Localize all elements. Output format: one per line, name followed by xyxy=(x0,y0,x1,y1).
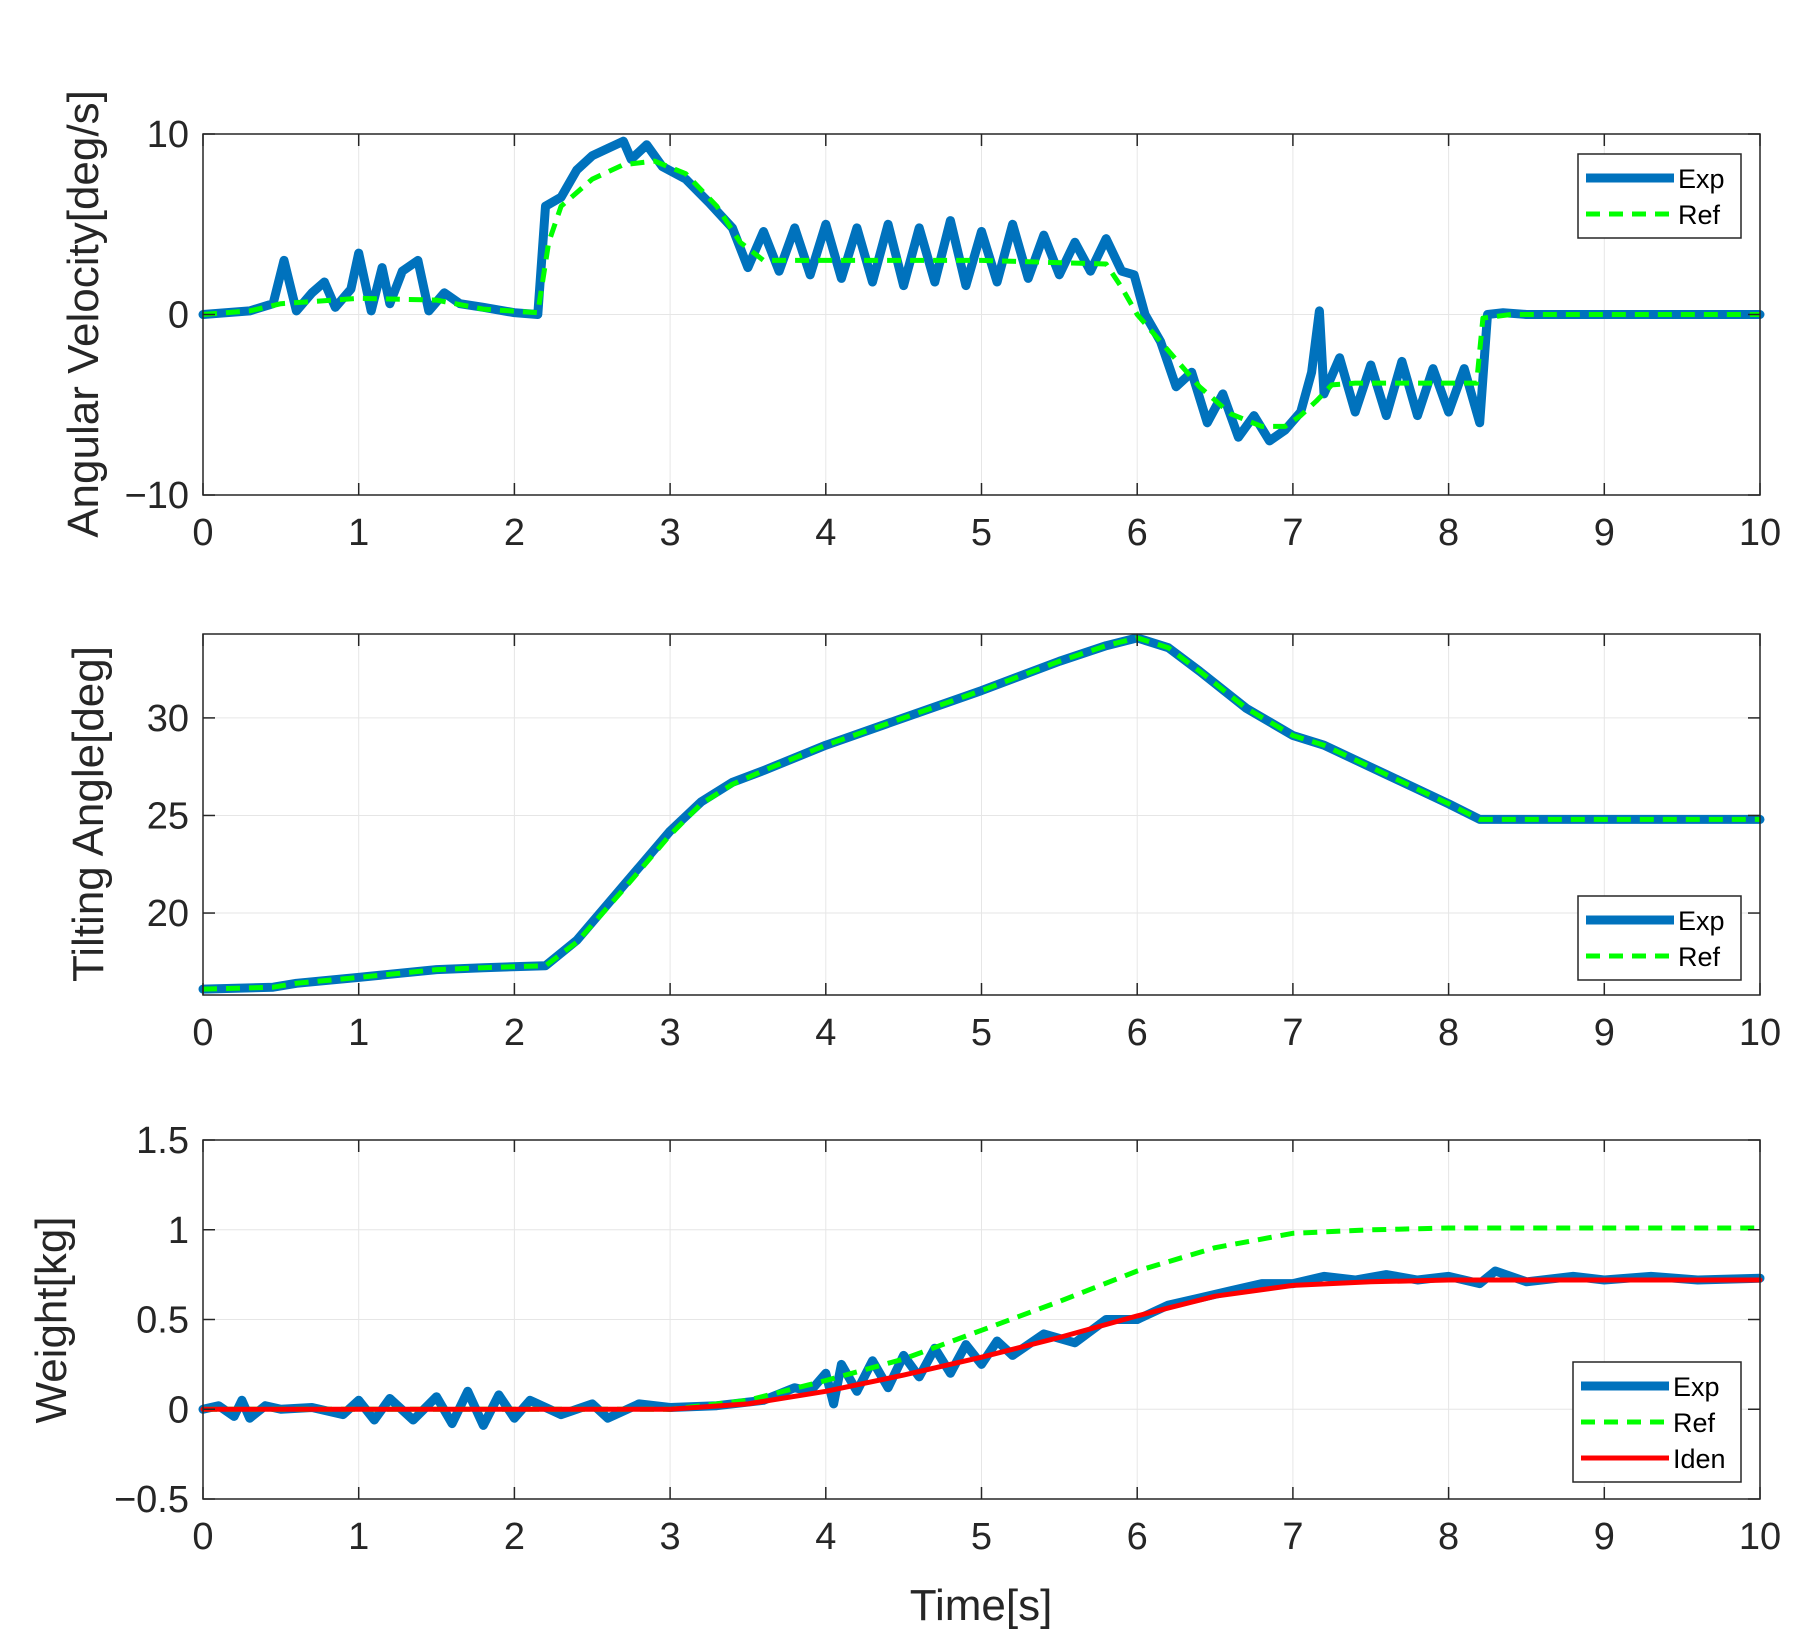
legend-label-exp: Exp xyxy=(1673,1372,1720,1402)
y-tick-label: −0.5 xyxy=(114,1479,189,1521)
ticks: 0 1 2 3 4 5 6 7 8 9 10 20 25 30 xyxy=(147,634,1781,1054)
x-tick-label: 6 xyxy=(1127,1516,1148,1558)
legend-label-exp: Exp xyxy=(1678,164,1725,194)
legend: Exp Ref xyxy=(1577,895,1742,981)
y-tick-label: −10 xyxy=(125,475,189,517)
x-tick-label: 10 xyxy=(1739,512,1781,554)
legend: Exp Ref Iden xyxy=(1572,1361,1742,1483)
x-tick-label: 2 xyxy=(504,512,525,554)
legend: Exp Ref xyxy=(1577,153,1742,239)
y-tick-label: 0 xyxy=(168,295,189,337)
x-tick-label: 9 xyxy=(1594,512,1615,554)
x-tick-label: 4 xyxy=(815,1012,836,1054)
x-tick-label: 3 xyxy=(660,512,681,554)
x-tick-label: 0 xyxy=(192,1012,213,1054)
series-iden-line xyxy=(200,1277,1763,1412)
x-tick-label: 10 xyxy=(1739,1012,1781,1054)
x-tick-label: 7 xyxy=(1282,1516,1303,1558)
legend-label-iden: Iden xyxy=(1673,1444,1726,1474)
y-tick-label: 20 xyxy=(147,893,189,935)
y-tick-label: 1.5 xyxy=(136,1120,189,1162)
y-tick-label: 0 xyxy=(168,1389,189,1431)
x-tick-label: 6 xyxy=(1127,1012,1148,1054)
x-tick-label: 9 xyxy=(1594,1516,1615,1558)
y-tick-label: 0.5 xyxy=(136,1300,189,1342)
x-tick-label: 8 xyxy=(1438,512,1459,554)
x-tick-label: 5 xyxy=(971,512,992,554)
series-exp-line xyxy=(198,1266,1765,1430)
x-tick-label: 1 xyxy=(348,1516,369,1558)
x-tick-label: 5 xyxy=(971,1516,992,1558)
x-tick-label: 8 xyxy=(1438,1516,1459,1558)
legend-label-ref: Ref xyxy=(1678,942,1721,972)
x-tick-label: 2 xyxy=(504,1516,525,1558)
x-tick-label: 3 xyxy=(660,1516,681,1558)
x-tick-label: 8 xyxy=(1438,1012,1459,1054)
x-tick-label: 0 xyxy=(192,1516,213,1558)
series-ref-line xyxy=(203,1225,1760,1412)
y-axis-label: Tilting Angle[deg] xyxy=(64,646,113,982)
x-tick-label: 2 xyxy=(504,1012,525,1054)
y-tick-label: 1 xyxy=(168,1210,189,1252)
y-axis-label: Angular Velocity[deg/s] xyxy=(59,90,108,538)
ticks: 0 1 2 3 4 5 6 7 8 9 10−0.500.511.5 xyxy=(114,1120,1781,1558)
y-axis-label: Weight[kg] xyxy=(27,1216,76,1423)
chart-tilting-angle: 0 1 2 3 4 5 6 7 8 9 10 20 25 30 Tilting Angle[deg] Ex… xyxy=(64,633,1781,1054)
legend-box xyxy=(1577,153,1742,239)
legend-box xyxy=(1577,895,1742,981)
plot-lines xyxy=(198,1225,1765,1430)
x-tick-label: 1 xyxy=(348,1012,369,1054)
x-tick-label: 10 xyxy=(1739,1516,1781,1558)
x-tick-label: 7 xyxy=(1282,512,1303,554)
x-tick-label: 4 xyxy=(815,512,836,554)
chart-weight: 0 1 2 3 4 5 6 7 8 9 10−0.500.511.5 Weight[kg] Time… xyxy=(27,1120,1781,1630)
legend-label-ref: Ref xyxy=(1678,200,1721,230)
y-tick-label: 25 xyxy=(147,795,189,837)
x-tick-label: 7 xyxy=(1282,1012,1303,1054)
y-tick-label: 10 xyxy=(147,114,189,156)
x-tick-label: 6 xyxy=(1127,512,1148,554)
legend-label-ref: Ref xyxy=(1673,1408,1716,1438)
y-tick-label: 30 xyxy=(147,698,189,740)
x-tick-label: 4 xyxy=(815,1516,836,1558)
legend-label-exp: Exp xyxy=(1678,906,1725,936)
series-ref-line xyxy=(202,158,1760,429)
x-tick-label: 1 xyxy=(348,512,369,554)
x-tick-label: 3 xyxy=(660,1012,681,1054)
x-tick-label: 5 xyxy=(971,1012,992,1054)
x-tick-label: 0 xyxy=(192,512,213,554)
plot-lines xyxy=(198,633,1765,994)
x-axis-label: Time[s] xyxy=(910,1581,1053,1630)
series-exp-line xyxy=(198,136,1765,446)
x-tick-label: 9 xyxy=(1594,1012,1615,1054)
series-ref-line xyxy=(202,635,1760,992)
plot-lines xyxy=(198,136,1765,446)
